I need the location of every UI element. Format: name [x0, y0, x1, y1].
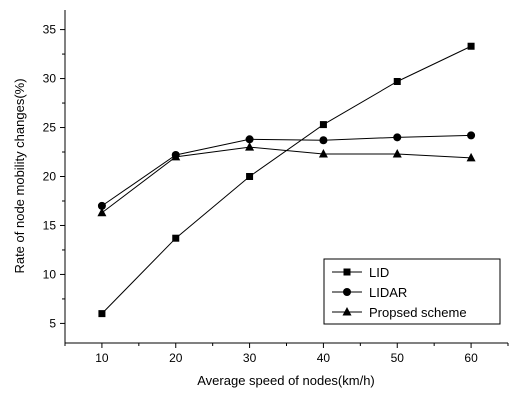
data-point-propsed-scheme [97, 207, 107, 217]
data-point-propsed-scheme [392, 148, 402, 158]
data-point-lid [467, 42, 475, 50]
data-point-lid [172, 234, 180, 242]
legend-label: Propsed scheme [369, 305, 467, 320]
series-lidar [97, 131, 476, 210]
data-point-lidar [393, 133, 402, 142]
data-point-lid [319, 121, 327, 129]
y-axis-label: Rate of node mobility changes(%) [12, 78, 27, 273]
x-tick-label: 20 [169, 351, 183, 365]
legend-item-lid: LID [332, 265, 389, 280]
y-tick-label: 25 [43, 121, 57, 135]
data-point-lidar [467, 131, 476, 140]
series-line-lidar [101, 134, 472, 207]
y-tick-label: 30 [43, 72, 57, 86]
legend-label: LIDAR [369, 285, 407, 300]
y-tick-label: 35 [43, 23, 57, 37]
data-point-propsed-scheme [171, 151, 181, 161]
ticks: 10 20 30 40 50 60 5 10 15 20 25 30 35 [43, 23, 509, 365]
legend-label: LID [369, 265, 389, 280]
y-tick-label: 5 [49, 316, 56, 330]
x-tick-label: 10 [95, 351, 109, 365]
data-point-propsed-scheme [466, 152, 476, 162]
x-tick-label: 30 [243, 351, 257, 365]
data-point-lid [98, 310, 106, 318]
x-axis-label: Average speed of nodes(km/h) [197, 373, 375, 388]
series-propsed-scheme [97, 142, 476, 217]
x-tick-label: 60 [464, 351, 478, 365]
y-tick-label: 10 [43, 267, 57, 281]
legend: LID LIDAR Propsed scheme [323, 258, 501, 325]
data-point-lidar [97, 201, 106, 210]
data-point-propsed-scheme [318, 148, 328, 158]
x-tick-label: 50 [391, 351, 405, 365]
legend-marker-propsed-scheme [342, 307, 352, 316]
data-point-propsed-scheme [245, 142, 255, 151]
series-layer [97, 42, 476, 318]
legend-item-propsed-scheme: Propsed scheme [332, 305, 467, 320]
data-point-lidar [319, 136, 328, 145]
data-point-lid [246, 173, 254, 180]
legend-marker-lidar [343, 288, 351, 296]
data-point-lid [393, 77, 401, 85]
legend-item-lidar: LIDAR [332, 285, 407, 300]
x-tick-label: 40 [317, 351, 331, 365]
y-tick-label: 15 [43, 218, 57, 232]
legend-marker-lid [343, 268, 351, 276]
series-line-propsed-scheme [101, 146, 472, 214]
y-tick-label: 20 [43, 170, 57, 184]
data-point-lidar [245, 135, 254, 144]
